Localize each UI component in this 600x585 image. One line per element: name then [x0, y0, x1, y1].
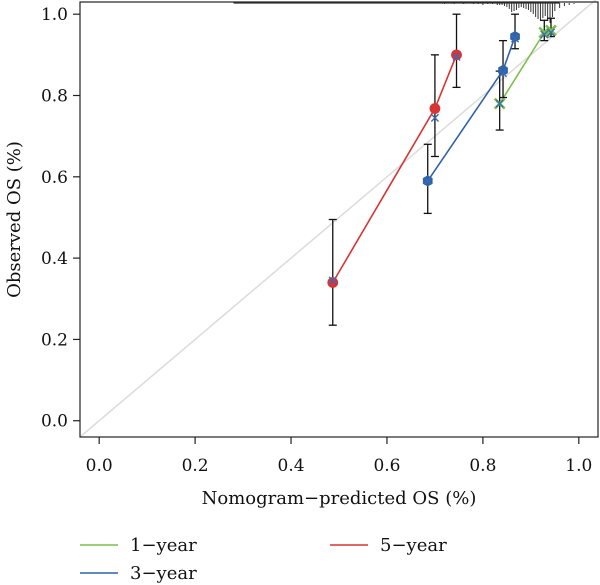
corrected-point	[452, 52, 461, 61]
data-point	[429, 103, 441, 114]
y-tick-label: 0.2	[41, 330, 68, 350]
x-tick-label: 1.0	[565, 456, 592, 476]
series-layer	[327, 13, 557, 326]
x-tick-label: 0.6	[373, 456, 400, 476]
series-5-year	[327, 13, 462, 326]
legend: 1−year 3−year 5−year	[80, 535, 447, 584]
y-tick-label: 0.8	[41, 87, 68, 107]
data-point	[327, 277, 339, 288]
y-tick-label: 0.0	[41, 412, 68, 432]
series-line	[332, 54, 458, 283]
x-tick-label: 0.8	[469, 456, 496, 476]
corrected-point	[546, 28, 556, 37]
y-tick-label: 0.4	[41, 249, 68, 269]
series-line	[427, 36, 516, 182]
corrected-point	[430, 113, 440, 122]
corrected-point	[328, 276, 337, 285]
reference-diagonal	[79, 0, 597, 438]
plot-frame	[79, 1, 599, 438]
axes-layer: 0.0 0.2 0.4 0.6 0.8 1.0 0.0 0.2 0.4 0.6 0.8 1.0	[41, 5, 592, 476]
data-point	[510, 31, 520, 43]
y-axis-label: Observed OS (%)	[4, 141, 25, 298]
corrected-point	[423, 176, 432, 185]
rug-layer	[233, 2, 575, 23]
reference-layer	[79, 0, 597, 438]
series-line	[499, 29, 552, 105]
legend-label-1-year: 1−year	[130, 535, 197, 556]
data-point	[451, 49, 462, 61]
series-3-year	[422, 13, 520, 215]
corrected-point	[495, 99, 504, 108]
y-tick-label: 0.6	[41, 168, 68, 188]
legend-label-3-year: 3−year	[130, 563, 197, 584]
corrected-point	[510, 34, 520, 43]
y-tick-label: 1.0	[41, 5, 68, 25]
x-tick-label: 0.0	[86, 456, 113, 476]
corrected-point	[540, 30, 549, 39]
x-tick-label: 0.4	[278, 456, 305, 476]
x-axis-label: Nomogram−predicted OS (%)	[202, 488, 477, 509]
corrected-point	[498, 69, 508, 78]
data-point	[498, 64, 508, 76]
legend-label-5-year: 5−year	[380, 535, 447, 556]
data-point	[545, 24, 557, 37]
x-tick-label: 0.2	[182, 456, 209, 476]
